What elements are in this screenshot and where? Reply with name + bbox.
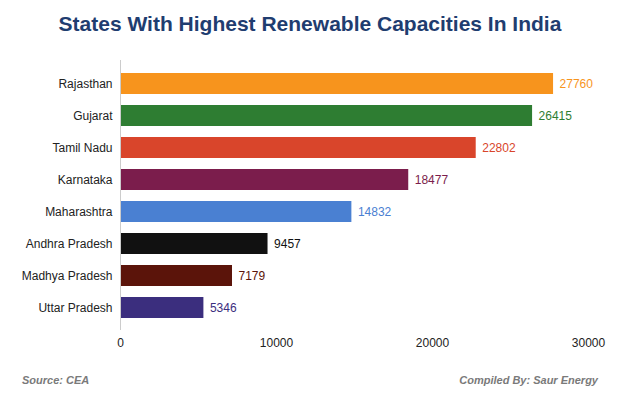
svg-text:0: 0 bbox=[117, 336, 124, 350]
svg-text:10000: 10000 bbox=[260, 336, 294, 350]
html-text:States With Highest Renewable: States With Highest Renewable Capacities… bbox=[58, 12, 562, 35]
svg-text:Madhya Pradesh: Madhya Pradesh bbox=[22, 269, 113, 283]
svg-text:Uttar Pradesh: Uttar Pradesh bbox=[38, 301, 112, 315]
svg-text:Tamil Nadu: Tamil Nadu bbox=[52, 141, 112, 155]
svg-text:7179: 7179 bbox=[238, 269, 265, 283]
svg-text:14832: 14832 bbox=[358, 205, 392, 219]
svg-text:27760: 27760 bbox=[560, 77, 594, 91]
svg-text:Maharashtra: Maharashtra bbox=[45, 205, 113, 219]
svg-text:5346: 5346 bbox=[210, 301, 237, 315]
html-text:Compiled By: Saur Energy: Compiled By: Saur Energy bbox=[459, 374, 598, 386]
svg-text:18477: 18477 bbox=[415, 173, 449, 187]
svg-text:22802: 22802 bbox=[482, 141, 516, 155]
svg-text:9457: 9457 bbox=[274, 237, 301, 251]
svg-text:Andhra Pradesh: Andhra Pradesh bbox=[26, 237, 113, 251]
svg-text:Gujarat: Gujarat bbox=[73, 109, 113, 123]
svg-text:26415: 26415 bbox=[539, 109, 573, 123]
svg-text:20000: 20000 bbox=[416, 336, 450, 350]
svg-text:Rajasthan: Rajasthan bbox=[58, 77, 112, 91]
svg-text:30000: 30000 bbox=[572, 336, 606, 350]
html-text:Source: CEA: Source: CEA bbox=[22, 374, 90, 386]
svg-text:Karnataka: Karnataka bbox=[58, 173, 113, 187]
